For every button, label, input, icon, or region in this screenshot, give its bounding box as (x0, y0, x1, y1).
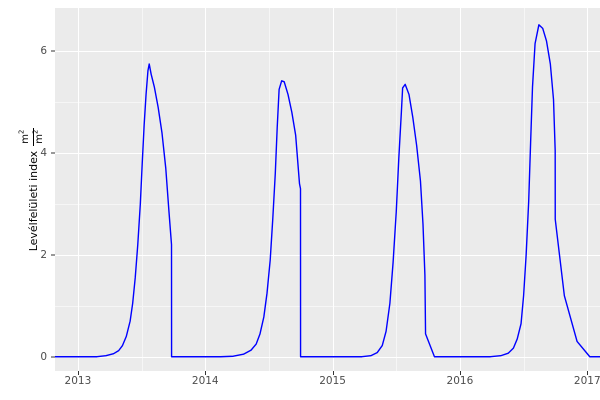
x-axis-tick-mark (205, 371, 207, 375)
y-axis-title: Levélfelületi index m2 m2 (18, 8, 48, 371)
y-axis-tick-label: 0 (40, 350, 47, 363)
y-axis-tick-mark (51, 152, 55, 154)
x-axis-tick-mark (77, 371, 79, 375)
gridline-minor-horizontal (55, 204, 600, 205)
gridline-minor-horizontal (55, 305, 600, 307)
x-axis-tick-label: 2014 (191, 375, 219, 387)
x-axis-tick-mark (587, 371, 589, 375)
y-axis-tick-mark (51, 356, 55, 358)
y-axis-tick-label: 6 (40, 45, 47, 58)
lai-line-path (55, 24, 600, 358)
x-axis-tick-label: 2013 (64, 375, 92, 387)
gridline-major-horizontal (55, 153, 600, 155)
y-axis-tick-mark (51, 254, 55, 256)
gridline-minor-vertical (268, 8, 270, 371)
gridline-minor-vertical (523, 8, 525, 371)
gridline-major-vertical (587, 8, 589, 371)
gridline-major-horizontal (55, 51, 600, 53)
unit-denominator: m2 (31, 129, 45, 144)
y-axis-tick-label: 2 (40, 248, 47, 261)
gridline-minor-vertical (396, 8, 397, 371)
plot-panel (55, 8, 600, 371)
x-axis-tick-label: 2017 (573, 375, 600, 387)
gridline-minor-horizontal (55, 102, 600, 103)
gridline-minor-vertical (141, 8, 143, 371)
y-axis-tick-label: 4 (40, 147, 47, 160)
gridline-major-vertical (205, 8, 207, 371)
gridline-major-horizontal (55, 254, 600, 256)
x-axis-tick-mark (459, 371, 461, 375)
gridline-major-vertical (459, 8, 462, 371)
gridline-major-vertical (77, 8, 79, 371)
y-axis-title-text: Levélfelületi index (26, 150, 40, 252)
y-axis-tick-mark (51, 50, 55, 52)
x-axis-tick-mark (332, 371, 334, 375)
y-axis-unit-fraction: m2 m2 (17, 127, 45, 146)
unit-denominator-exponent: 2 (31, 129, 40, 135)
x-axis-tick-label: 2016 (446, 375, 474, 387)
gridline-major-vertical (332, 8, 334, 371)
unit-numerator: m2 (17, 129, 31, 144)
data-series-line (55, 24, 600, 358)
unit-numerator-exponent: 2 (17, 129, 26, 135)
x-axis-tick-label: 2015 (319, 375, 346, 387)
